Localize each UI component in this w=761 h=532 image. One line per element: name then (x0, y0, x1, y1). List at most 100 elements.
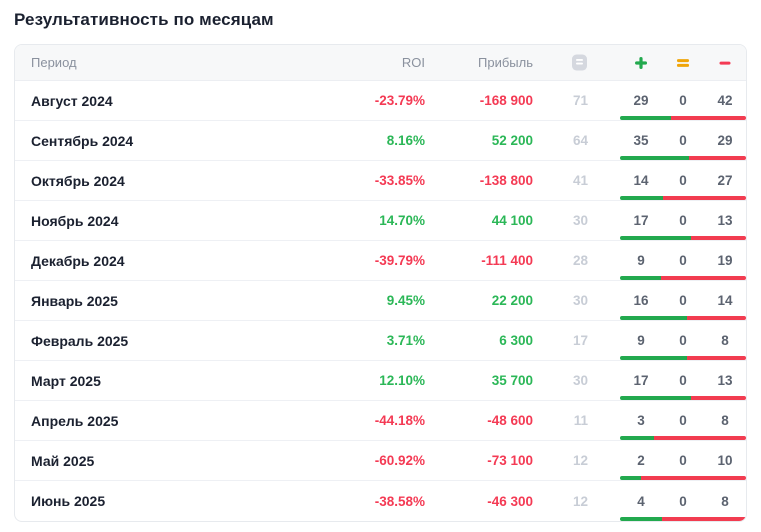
table-row: Октябрь 2024 -33.85% -138 800 41 14 0 27 (15, 161, 746, 201)
period-cell: Ноябрь 2024 (31, 212, 119, 229)
win-loss-bar (620, 476, 746, 480)
table-header: Период ROI Прибыль (15, 45, 746, 81)
table-body: Август 2024 -23.79% -168 900 71 29 0 42 … (15, 81, 746, 521)
wins-count: 17 (633, 213, 649, 228)
win-loss-bar-negative (641, 476, 746, 480)
wins-count: 16 (633, 293, 649, 308)
win-loss-bar-positive (620, 316, 688, 320)
table-row: Июнь 2025 -38.58% -46 300 12 4 0 8 (15, 481, 746, 521)
roi-cell: 14.70% (379, 213, 425, 228)
breakeven-count: 0 (679, 213, 687, 228)
table-row: Август 2024 -23.79% -168 900 71 29 0 42 (15, 81, 746, 121)
wins-count: 2 (637, 453, 645, 468)
profit-cell: -168 900 (479, 93, 533, 108)
plus-icon (620, 56, 662, 70)
page-title: Результативность по месяцам (14, 10, 274, 29)
losses-count: 10 (717, 453, 733, 468)
table-row: Апрель 2025 -44.18% -48 600 11 3 0 8 (15, 401, 746, 441)
win-loss-stats: 4 0 8 (620, 481, 746, 521)
column-header-total (533, 45, 588, 80)
win-loss-bar (620, 116, 746, 120)
win-loss-stats: 9 0 19 (620, 241, 746, 280)
wins-count: 4 (637, 493, 645, 509)
total-count-cell: 71 (572, 93, 588, 108)
win-loss-bar (620, 356, 746, 360)
win-loss-bar (620, 316, 746, 320)
total-count-cell: 30 (572, 293, 588, 308)
table-row: Май 2025 -60.92% -73 100 12 2 0 10 (15, 441, 746, 481)
win-loss-bar-positive (620, 356, 687, 360)
profit-cell: -111 400 (481, 253, 533, 268)
win-loss-bar-negative (654, 436, 746, 440)
win-loss-bar-positive (620, 396, 692, 400)
wins-count: 17 (633, 373, 649, 388)
breakeven-count: 0 (679, 493, 687, 509)
period-cell: Август 2024 (31, 92, 113, 109)
win-loss-bar-positive (620, 276, 661, 280)
losses-count: 19 (717, 253, 733, 268)
column-header-period: Период (31, 55, 77, 70)
win-loss-bar-positive (620, 196, 664, 200)
win-loss-bar-negative (691, 396, 746, 400)
total-count-cell: 12 (572, 493, 588, 509)
win-loss-bar-positive (620, 116, 672, 120)
win-loss-bar (620, 396, 746, 400)
win-loss-bar-negative (671, 116, 746, 120)
losses-count: 14 (717, 293, 733, 308)
profit-cell: 35 700 (491, 373, 533, 388)
losses-count: 8 (721, 333, 729, 348)
monthly-results-table: Период ROI Прибыль Авгу (14, 44, 747, 522)
win-loss-bar (620, 196, 746, 200)
total-count-cell: 12 (572, 453, 588, 468)
total-count-cell: 64 (572, 133, 588, 148)
losses-count: 8 (721, 493, 729, 509)
win-loss-stats: 14 0 27 (620, 161, 746, 200)
losses-count: 13 (717, 213, 733, 228)
losses-count: 42 (717, 93, 733, 108)
total-count-cell: 41 (572, 173, 588, 188)
wins-count: 14 (633, 173, 649, 188)
win-loss-stats: 29 0 42 (620, 81, 746, 120)
minus-icon (704, 56, 746, 70)
profit-cell: 22 200 (491, 293, 533, 308)
total-count-cell: 17 (572, 333, 588, 348)
profit-cell: -138 800 (479, 173, 533, 188)
roi-cell: -60.92% (374, 453, 425, 468)
win-loss-bar-positive (620, 517, 662, 521)
column-header-roi: ROI (401, 55, 425, 70)
period-cell: Октябрь 2024 (31, 172, 125, 189)
losses-count: 29 (717, 133, 733, 148)
wins-count: 9 (637, 253, 645, 268)
equals-icon (662, 56, 704, 70)
wins-count: 3 (637, 413, 645, 428)
losses-count: 8 (721, 413, 729, 428)
win-loss-stats: 3 0 8 (620, 401, 746, 440)
column-header-stats (620, 45, 746, 80)
roi-cell: 3.71% (386, 333, 425, 348)
period-cell: Сентябрь 2024 (31, 132, 134, 149)
win-loss-bar-positive (620, 236, 692, 240)
breakeven-count: 0 (679, 173, 687, 188)
list-total-icon (571, 54, 588, 71)
breakeven-count: 0 (679, 133, 687, 148)
win-loss-stats: 35 0 29 (620, 121, 746, 160)
roi-cell: 8.16% (386, 133, 425, 148)
win-loss-bar (620, 236, 746, 240)
wins-count: 35 (633, 133, 649, 148)
breakeven-count: 0 (679, 453, 687, 468)
period-cell: Январь 2025 (31, 292, 118, 309)
profit-cell: -46 300 (487, 493, 533, 509)
win-loss-bar-negative (688, 156, 746, 160)
breakeven-count: 0 (679, 93, 687, 108)
win-loss-bar-positive (620, 156, 689, 160)
win-loss-bar-negative (662, 517, 746, 521)
win-loss-bar-negative (663, 196, 746, 200)
wins-count: 29 (633, 93, 649, 108)
roi-cell: 12.10% (379, 373, 425, 388)
breakeven-count: 0 (679, 293, 687, 308)
table-row: Ноябрь 2024 14.70% 44 100 30 17 0 13 (15, 201, 746, 241)
win-loss-bar-negative (686, 356, 746, 360)
roi-cell: -33.85% (374, 173, 425, 188)
win-loss-stats: 16 0 14 (620, 281, 746, 320)
